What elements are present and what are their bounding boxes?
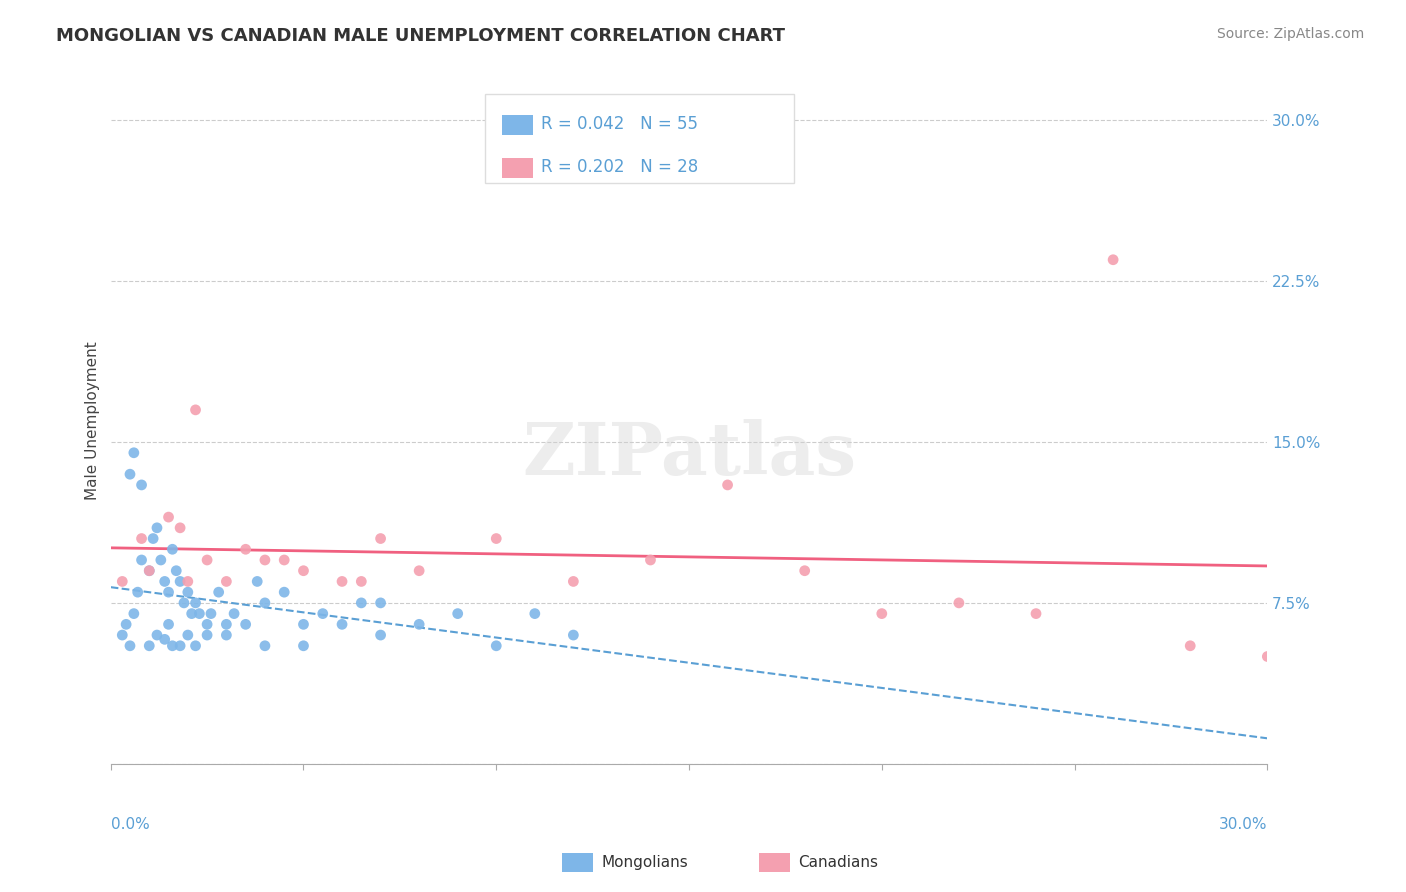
- Point: [292, 639, 315, 653]
- Point: [292, 564, 315, 578]
- Point: [138, 564, 160, 578]
- Point: [118, 639, 141, 653]
- Point: [146, 521, 169, 535]
- Point: [177, 574, 200, 589]
- Point: [162, 542, 184, 557]
- Point: [312, 607, 335, 621]
- Text: Canadians: Canadians: [799, 855, 879, 870]
- Point: [138, 639, 160, 653]
- Point: [1256, 649, 1278, 664]
- Point: [408, 564, 430, 578]
- Point: [188, 607, 211, 621]
- Point: [350, 596, 373, 610]
- Point: [253, 639, 276, 653]
- Point: [157, 510, 180, 524]
- Point: [173, 596, 195, 610]
- Text: R = 0.202   N = 28: R = 0.202 N = 28: [541, 158, 699, 176]
- Point: [330, 617, 353, 632]
- Point: [208, 585, 231, 599]
- Point: [127, 585, 149, 599]
- Point: [292, 617, 315, 632]
- Point: [350, 574, 373, 589]
- Point: [235, 542, 257, 557]
- Point: [523, 607, 546, 621]
- Point: [370, 532, 392, 546]
- Point: [1102, 252, 1125, 267]
- Point: [640, 553, 662, 567]
- Point: [215, 574, 238, 589]
- Text: R = 0.042   N = 55: R = 0.042 N = 55: [541, 115, 699, 133]
- Point: [157, 585, 180, 599]
- Point: [131, 553, 153, 567]
- Point: [948, 596, 970, 610]
- Point: [177, 585, 200, 599]
- Point: [111, 628, 134, 642]
- Point: [793, 564, 815, 578]
- Point: [330, 574, 353, 589]
- Point: [562, 628, 585, 642]
- Point: [149, 553, 172, 567]
- Point: [138, 564, 160, 578]
- Point: [222, 607, 245, 621]
- Point: [169, 574, 191, 589]
- Point: [870, 607, 893, 621]
- Point: [115, 617, 138, 632]
- Point: [195, 553, 218, 567]
- Point: [131, 532, 153, 546]
- Point: [184, 639, 207, 653]
- Point: [253, 553, 276, 567]
- Point: [122, 446, 145, 460]
- Point: [146, 628, 169, 642]
- Text: MONGOLIAN VS CANADIAN MALE UNEMPLOYMENT CORRELATION CHART: MONGOLIAN VS CANADIAN MALE UNEMPLOYMENT …: [56, 27, 785, 45]
- Point: [184, 402, 207, 417]
- Point: [235, 617, 257, 632]
- Text: 30.0%: 30.0%: [1219, 817, 1267, 832]
- Point: [408, 617, 430, 632]
- Point: [122, 607, 145, 621]
- Text: 0.0%: 0.0%: [111, 817, 149, 832]
- Point: [118, 467, 141, 482]
- Point: [447, 607, 470, 621]
- Point: [253, 596, 276, 610]
- Text: ZIPatlas: ZIPatlas: [522, 419, 856, 491]
- Point: [157, 617, 180, 632]
- Point: [562, 574, 585, 589]
- Point: [169, 521, 191, 535]
- Point: [1180, 639, 1202, 653]
- Point: [195, 617, 218, 632]
- Point: [370, 628, 392, 642]
- Point: [1025, 607, 1047, 621]
- Point: [153, 632, 176, 647]
- Point: [180, 607, 202, 621]
- Point: [273, 585, 295, 599]
- Point: [370, 596, 392, 610]
- Point: [273, 553, 295, 567]
- Point: [111, 574, 134, 589]
- Text: Mongolians: Mongolians: [602, 855, 689, 870]
- Point: [485, 639, 508, 653]
- Text: Source: ZipAtlas.com: Source: ZipAtlas.com: [1216, 27, 1364, 41]
- Point: [716, 478, 738, 492]
- Point: [215, 617, 238, 632]
- Point: [215, 628, 238, 642]
- Point: [246, 574, 269, 589]
- Point: [184, 596, 207, 610]
- Point: [169, 639, 191, 653]
- Y-axis label: Male Unemployment: Male Unemployment: [86, 342, 100, 500]
- Point: [131, 478, 153, 492]
- Point: [142, 532, 165, 546]
- Point: [195, 628, 218, 642]
- Point: [200, 607, 222, 621]
- Point: [485, 532, 508, 546]
- Point: [177, 628, 200, 642]
- Point: [165, 564, 187, 578]
- Point: [162, 639, 184, 653]
- Point: [153, 574, 176, 589]
